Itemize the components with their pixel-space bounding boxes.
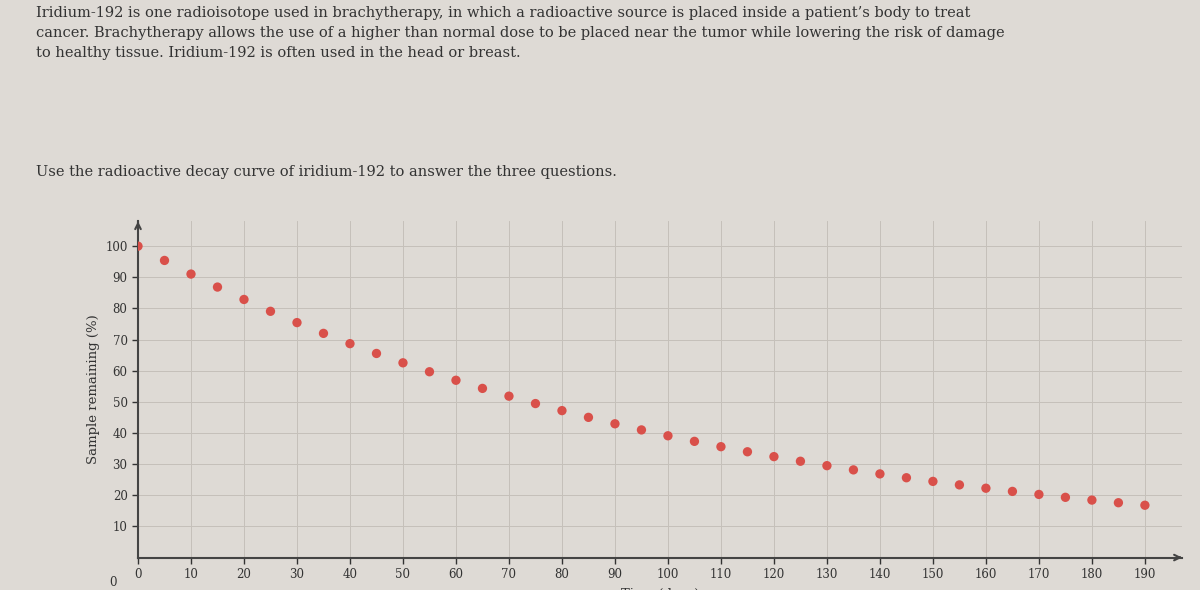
Text: 0: 0	[109, 576, 116, 589]
Point	[844, 465, 863, 474]
Point	[712, 442, 731, 451]
Point	[155, 255, 174, 265]
Point	[1003, 487, 1022, 496]
Point	[526, 399, 545, 408]
Text: Iridium-192 is one radioisotope used in brachytherapy, in which a radioactive so: Iridium-192 is one radioisotope used in …	[36, 6, 1004, 60]
Y-axis label: Sample remaining (%): Sample remaining (%)	[86, 314, 100, 464]
Point	[128, 241, 148, 251]
Point	[552, 406, 571, 415]
Point	[764, 452, 784, 461]
Point	[260, 307, 280, 316]
Point	[632, 425, 652, 435]
Point	[234, 295, 253, 304]
Point	[977, 483, 996, 493]
Point	[367, 349, 386, 358]
Point	[314, 329, 334, 338]
Point	[181, 270, 200, 279]
Point	[605, 419, 624, 428]
Point	[1082, 496, 1102, 505]
X-axis label: Time (days): Time (days)	[620, 588, 700, 590]
Point	[446, 376, 466, 385]
Point	[1135, 500, 1154, 510]
Text: Use the radioactive decay curve of iridium-192 to answer the three questions.: Use the radioactive decay curve of iridi…	[36, 165, 617, 179]
Point	[473, 384, 492, 393]
Point	[1109, 498, 1128, 507]
Point	[896, 473, 916, 483]
Point	[578, 412, 598, 422]
Point	[950, 480, 970, 490]
Point	[659, 431, 678, 441]
Point	[817, 461, 836, 470]
Point	[923, 477, 942, 486]
Point	[738, 447, 757, 457]
Point	[420, 367, 439, 376]
Point	[499, 391, 518, 401]
Point	[870, 469, 889, 478]
Point	[341, 339, 360, 348]
Point	[208, 283, 227, 292]
Point	[1056, 493, 1075, 502]
Point	[394, 358, 413, 368]
Point	[685, 437, 704, 446]
Point	[1030, 490, 1049, 499]
Point	[791, 457, 810, 466]
Point	[287, 318, 306, 327]
